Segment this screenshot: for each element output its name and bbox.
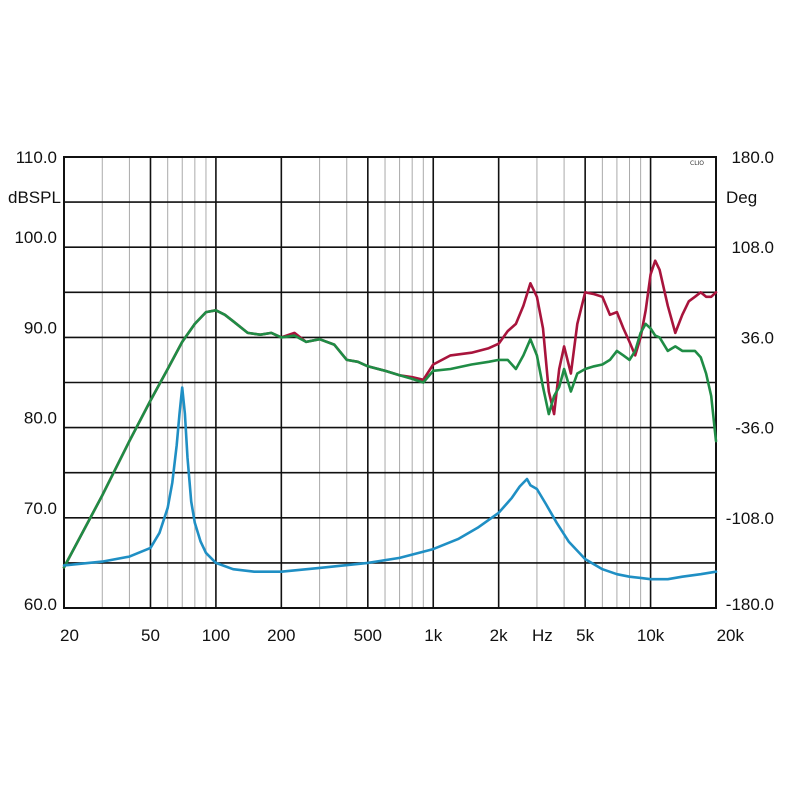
- y-right-tick-labels: 180.0 108.0 36.0 -36.0 -108.0 -180.0: [726, 148, 774, 614]
- y-left-tick-label: 60.0: [24, 595, 57, 614]
- x-unit-label: Hz: [532, 626, 553, 645]
- x-tick-label: 500: [354, 626, 382, 645]
- series-line-3: [62, 386, 718, 581]
- plot-frame: [63, 156, 717, 609]
- x-tick-label: 20k: [717, 626, 745, 645]
- x-tick-labels: 20 50 100 200 500 1k 2k 5k 10k 20k: [60, 626, 744, 645]
- y-left-tick-label: 90.0: [24, 318, 57, 337]
- y-right-tick-label: -36.0: [735, 419, 774, 438]
- major-gridlines: [64, 157, 716, 608]
- y-right-tick-label: 180.0: [731, 148, 774, 167]
- y-left-tick-label: 100.0: [14, 228, 57, 247]
- y-right-tick-label: -180.0: [726, 595, 774, 614]
- y-right-unit-label: Deg: [726, 188, 757, 207]
- series-line-2: [62, 308, 718, 569]
- series-layer: [62, 259, 718, 581]
- clio-brand-label: CLIO: [690, 160, 704, 167]
- y-left-tick-label: 110.0: [16, 148, 57, 167]
- x-tick-label: 50: [141, 626, 160, 645]
- y-right-tick-label: 36.0: [741, 328, 774, 347]
- axis-labels: dBSPL Deg Hz CLIO: [8, 160, 757, 645]
- series-line-1: [62, 259, 718, 569]
- x-tick-label: 2k: [490, 626, 508, 645]
- x-tick-label: 20: [60, 626, 79, 645]
- x-tick-label: 200: [267, 626, 295, 645]
- y-left-tick-label: 70.0: [24, 499, 57, 518]
- x-tick-label: 100: [202, 626, 230, 645]
- x-tick-label: 5k: [576, 626, 594, 645]
- y-left-unit-label: dBSPL: [8, 188, 61, 207]
- y-left-tick-labels: 110.0 100.0 90.0 80.0 70.0 60.0: [14, 148, 57, 614]
- y-left-tick-label: 80.0: [24, 409, 57, 428]
- x-tick-label: 10k: [637, 626, 665, 645]
- y-right-tick-label: -108.0: [726, 509, 774, 528]
- x-tick-label: 1k: [424, 626, 442, 645]
- y-right-tick-label: 108.0: [731, 238, 774, 257]
